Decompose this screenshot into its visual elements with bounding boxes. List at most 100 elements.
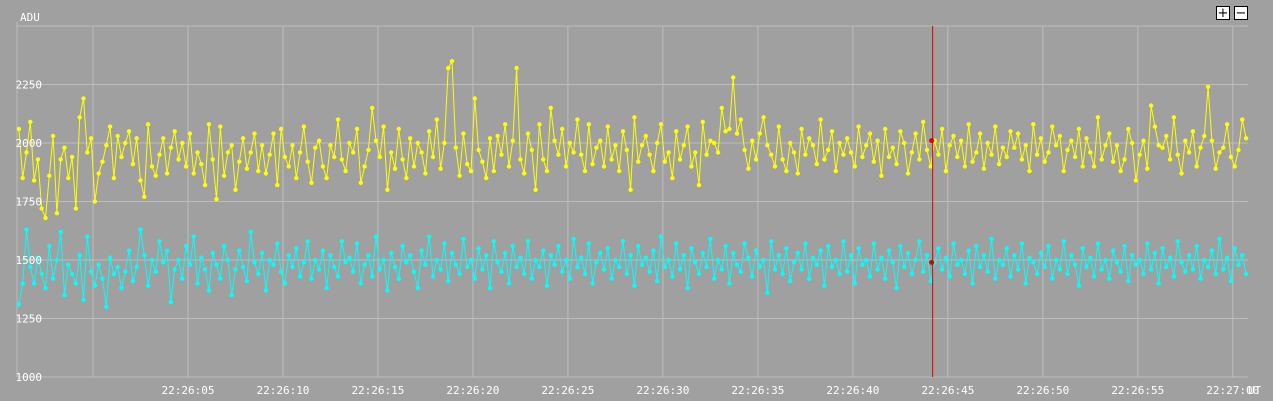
data-point — [905, 250, 911, 256]
data-point — [617, 168, 622, 174]
data-point — [943, 255, 949, 260]
data-point — [339, 239, 344, 244]
data-point — [784, 246, 789, 251]
data-point — [814, 262, 819, 267]
data-point — [966, 248, 971, 253]
data-point — [981, 166, 987, 171]
data-point — [484, 175, 489, 181]
data-point — [1019, 157, 1025, 162]
data-point — [1209, 248, 1215, 253]
data-point — [495, 133, 500, 139]
data-point — [1209, 138, 1215, 143]
y-tick-label: 1000 — [16, 371, 43, 384]
data-point — [525, 131, 531, 136]
data-point — [750, 274, 755, 279]
data-point — [651, 248, 656, 253]
data-point — [662, 264, 667, 270]
cursor-layer — [929, 26, 935, 377]
data-point — [639, 262, 645, 267]
data-point — [871, 241, 876, 246]
data-point — [537, 122, 542, 127]
data-point — [1072, 154, 1078, 160]
data-point — [286, 253, 291, 258]
data-point — [1088, 150, 1093, 155]
data-point — [1057, 133, 1063, 139]
data-point — [31, 281, 37, 286]
data-point — [1224, 255, 1230, 260]
data-point — [453, 262, 458, 267]
data-point — [909, 271, 914, 277]
data-point — [294, 175, 299, 181]
data-point — [377, 154, 382, 160]
data-point — [487, 136, 493, 141]
data-point — [1015, 267, 1021, 272]
data-point — [579, 152, 584, 157]
data-point — [373, 234, 379, 239]
data-point — [613, 143, 618, 148]
data-point — [632, 115, 637, 120]
data-point — [1240, 117, 1245, 122]
data-point — [674, 129, 679, 134]
data-point — [1133, 262, 1139, 267]
zoom-out-button[interactable]: − — [1234, 5, 1248, 21]
data-point — [225, 257, 231, 263]
data-point — [20, 175, 25, 181]
data-point — [928, 164, 933, 169]
data-point — [237, 248, 242, 253]
data-point — [126, 248, 132, 253]
data-point — [841, 239, 846, 244]
zoom-in-button[interactable]: + — [1216, 5, 1230, 21]
data-point — [373, 138, 379, 143]
data-point — [446, 278, 451, 284]
data-point — [1152, 250, 1158, 256]
data-point — [1080, 246, 1085, 251]
data-point — [77, 115, 82, 120]
data-point — [693, 150, 698, 155]
data-point — [73, 281, 79, 286]
data-point — [187, 131, 193, 136]
data-point — [1198, 276, 1203, 281]
x-tick-label: 22:26:55 — [1111, 384, 1164, 397]
data-point — [1141, 138, 1146, 143]
data-point — [164, 171, 170, 176]
data-point — [837, 271, 842, 277]
grid — [16, 22, 1248, 378]
data-point — [157, 239, 162, 244]
data-point — [685, 124, 690, 129]
data-point — [567, 276, 572, 281]
data-point — [191, 234, 196, 239]
series-lower — [16, 227, 1249, 309]
data-point — [1091, 274, 1097, 279]
data-point — [256, 271, 261, 277]
data-point — [172, 267, 177, 272]
data-point — [218, 124, 223, 129]
data-point — [1107, 131, 1112, 136]
data-point — [1042, 159, 1047, 164]
x-tick-label: 22:26:50 — [1016, 384, 1069, 397]
data-point — [791, 260, 797, 265]
data-point — [624, 147, 629, 153]
data-point — [864, 257, 869, 263]
data-point — [377, 267, 382, 272]
data-point — [50, 133, 56, 139]
data-point — [161, 136, 166, 141]
data-point — [1004, 246, 1009, 251]
axes: ADU UT 1000 1250 1500 1750 2000 2250 22:26:05 2… — [16, 11, 1262, 397]
data-point — [449, 250, 455, 256]
data-point — [123, 140, 128, 146]
data-point — [1008, 274, 1013, 279]
data-point — [343, 168, 348, 174]
data-point — [35, 255, 41, 260]
data-point — [28, 264, 33, 270]
data-point — [1046, 150, 1051, 155]
data-point — [977, 264, 983, 270]
data-point — [214, 262, 219, 267]
data-point — [28, 119, 33, 125]
data-point — [39, 271, 44, 277]
data-point — [658, 234, 664, 239]
data-point — [1232, 164, 1237, 169]
data-point — [221, 243, 227, 249]
data-point — [1038, 250, 1044, 256]
data-point — [43, 215, 48, 221]
data-point — [947, 274, 952, 279]
